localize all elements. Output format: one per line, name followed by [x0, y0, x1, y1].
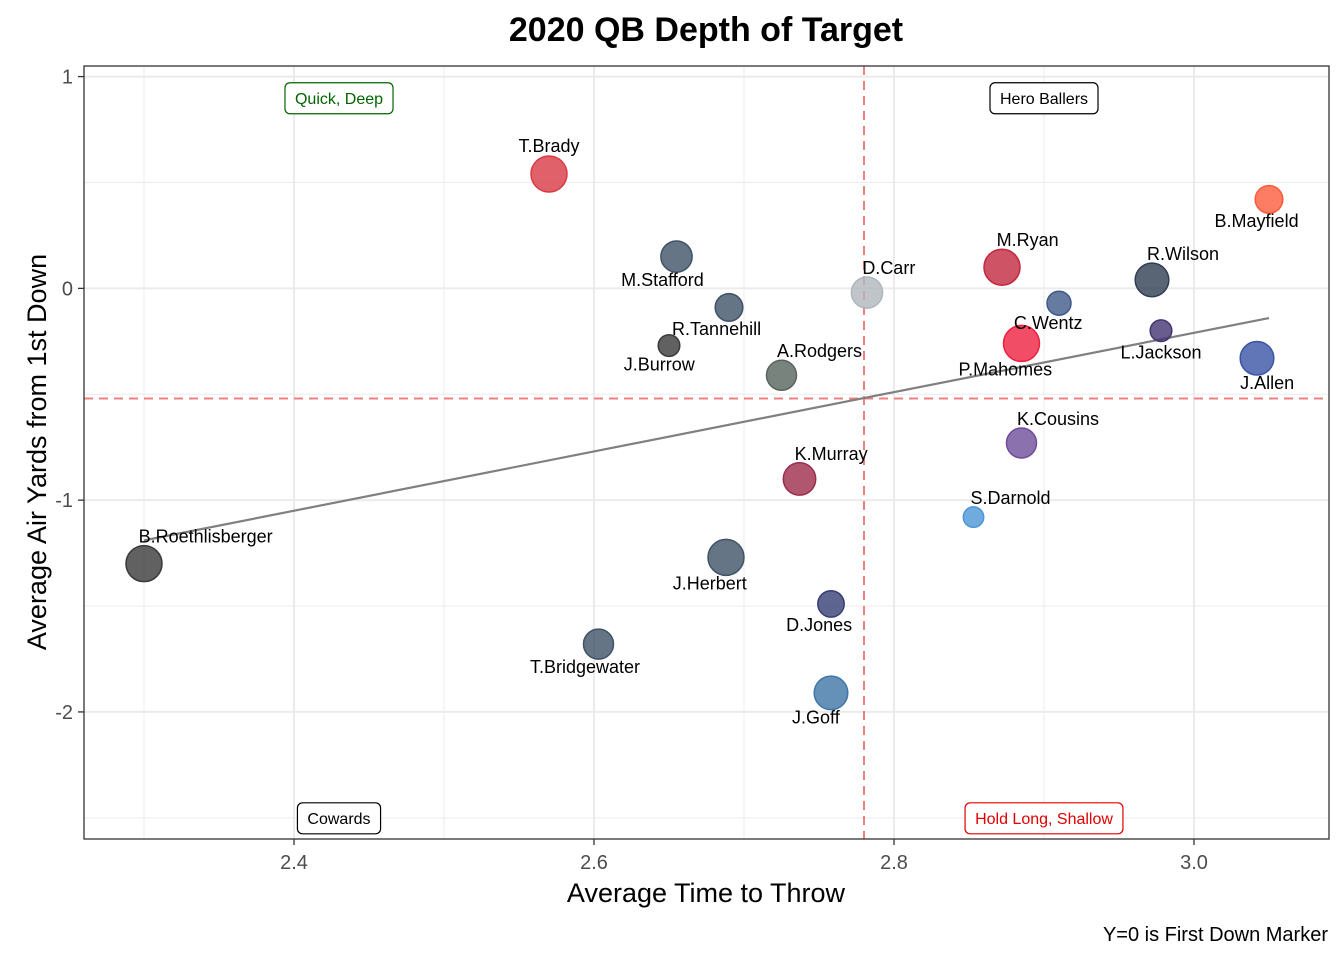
y-tick-label: 1: [62, 67, 73, 89]
data-point: [817, 589, 845, 618]
data-point: [765, 359, 798, 391]
point-label: C.Wentz: [1014, 313, 1083, 333]
trend-line-layer: [143, 316, 1270, 542]
data-point: [125, 544, 163, 583]
data-point: [660, 240, 693, 273]
point-label: K.Murray: [795, 444, 868, 464]
data-point: [530, 155, 568, 193]
quadrant-label-box: [284, 82, 394, 115]
data-point: [850, 276, 884, 309]
data-point: [1134, 262, 1170, 298]
quadrant-label-text: Hero Ballers: [1000, 91, 1088, 108]
plot-border: [83, 65, 1330, 840]
point-labels: T.Brady M.Stafford R.Tannehill J.Burrow A.Ro…: [139, 136, 1299, 728]
data-point: [714, 292, 744, 322]
point-label: J.Burrow: [624, 354, 696, 374]
point-label: B.Roethlisberger: [139, 527, 273, 547]
data-point: [813, 675, 849, 711]
y-tick-label: 0: [62, 278, 73, 300]
data-point: [1254, 184, 1284, 214]
quadrant-label-box: [989, 82, 1099, 115]
trend-line: [143, 316, 1270, 542]
data-point: [1149, 319, 1173, 343]
point-label: J.Goff: [792, 708, 841, 728]
data-point: [983, 248, 1021, 286]
point-label: D.Jones: [786, 615, 852, 635]
point-label: J.Herbert: [673, 573, 747, 593]
x-tick-label: 3.0: [1180, 852, 1208, 874]
data-points: [125, 155, 1284, 711]
quadrant-label-box: [964, 802, 1124, 835]
point-label: J.Allen: [1240, 373, 1294, 393]
data-point: [782, 462, 817, 496]
data-point: [962, 506, 985, 529]
quadrant-label: Hero Ballers: [989, 82, 1099, 115]
point-label: M.Stafford: [621, 270, 704, 290]
point-label: A.Rodgers: [777, 341, 862, 361]
quadrant-label-text: Cowards: [307, 811, 370, 828]
x-axis-ticks: 2.4 2.6 2.8 3.0: [280, 839, 1208, 874]
quadrant-label-text: Hold Long, Shallow: [975, 811, 1113, 828]
point-label: D.Carr: [862, 258, 915, 278]
point-label: L.Jackson: [1120, 343, 1201, 363]
point-label: B.Mayfield: [1215, 211, 1299, 231]
chart-title: 2020 QB Depth of Target: [509, 11, 903, 49]
data-point: [657, 334, 681, 358]
y-tick-label: -2: [55, 702, 73, 724]
quadrant-labels: Quick, Deep Hero Ballers Cowards Hold Long,…: [284, 82, 1124, 835]
reference-lines: [84, 66, 1329, 839]
point-label: R.Tannehill: [672, 319, 761, 339]
point-label: S.Darnold: [970, 488, 1050, 508]
data-point: [1239, 340, 1275, 376]
data-point: [1005, 427, 1038, 459]
point-label: R.Wilson: [1147, 244, 1219, 264]
quadrant-label: Quick, Deep: [284, 82, 394, 115]
y-tick-label: -1: [55, 490, 73, 512]
quadrant-label: Hold Long, Shallow: [964, 802, 1124, 835]
x-axis-title: Average Time to Throw: [567, 878, 846, 908]
y-axis-title: Average Air Yards from 1st Down: [22, 254, 52, 650]
quadrant-label: Cowards: [296, 802, 382, 835]
grid-lines: [84, 66, 1329, 839]
quadrant-label-box: [296, 802, 382, 835]
data-point: [582, 628, 615, 660]
x-tick-label: 2.4: [280, 852, 308, 874]
plot-panel: [84, 66, 1329, 839]
point-label: P.Mahomes: [958, 359, 1052, 379]
data-point: [1002, 324, 1041, 363]
x-tick-label: 2.8: [880, 852, 908, 874]
point-label: T.Bridgewater: [530, 657, 640, 677]
quadrant-label-text: Quick, Deep: [295, 91, 383, 108]
x-tick-label: 2.6: [580, 852, 608, 874]
y-axis-ticks: 1 0 -1 -2: [55, 67, 84, 724]
data-point: [707, 538, 745, 577]
point-label: K.Cousins: [1017, 409, 1099, 429]
point-label: M.Ryan: [997, 230, 1059, 250]
chart-caption: Y=0 is First Down Marker: [1103, 924, 1328, 946]
point-label: T.Brady: [518, 136, 579, 156]
data-point: [1046, 290, 1072, 316]
